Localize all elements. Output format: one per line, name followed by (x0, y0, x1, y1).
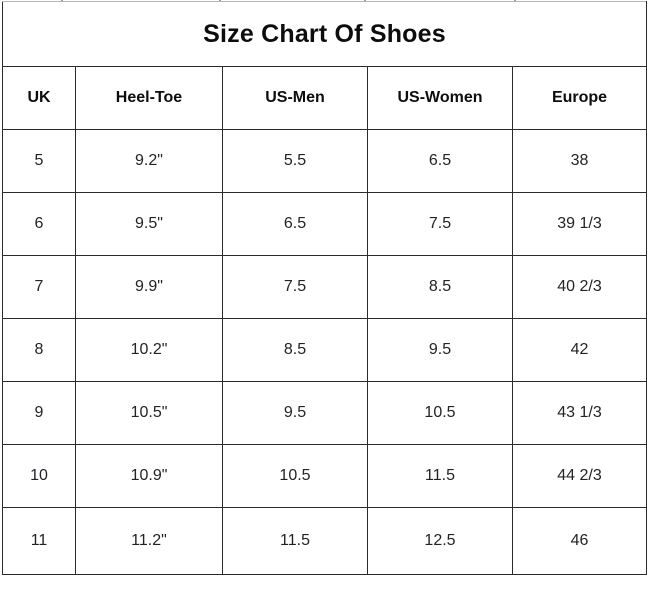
column-header-us-women: US-Women (367, 66, 513, 130)
cell-heel-toe: 10.2" (75, 318, 223, 382)
cell-heel-toe: 11.2" (75, 507, 223, 575)
cell-us-men: 5.5 (222, 129, 368, 193)
cell-uk: 5 (2, 129, 76, 193)
table-row: 8 10.2" 8.5 9.5 42 (2, 318, 647, 382)
cell-europe: 38 (512, 129, 647, 193)
cell-europe: 43 1/3 (512, 381, 647, 445)
cell-us-men: 10.5 (222, 444, 368, 508)
cell-europe: 42 (512, 318, 647, 382)
cell-us-men: 9.5 (222, 381, 368, 445)
column-header-us-men: US-Men (222, 66, 368, 130)
table-row: 6 9.5" 6.5 7.5 39 1/3 (2, 192, 647, 256)
cell-uk: 8 (2, 318, 76, 382)
cell-uk: 9 (2, 381, 76, 445)
cell-us-women: 11.5 (367, 444, 513, 508)
cell-us-men: 8.5 (222, 318, 368, 382)
table-row: 10 10.9" 10.5 11.5 44 2/3 (2, 444, 647, 508)
cell-heel-toe: 9.5" (75, 192, 223, 256)
cell-us-men: 6.5 (222, 192, 368, 256)
table-row: 5 9.2" 5.5 6.5 38 (2, 129, 647, 193)
cell-europe: 40 2/3 (512, 255, 647, 319)
cell-europe: 44 2/3 (512, 444, 647, 508)
cell-heel-toe: 9.2" (75, 129, 223, 193)
header-row: UK Heel-Toe US-Men US-Women Europe (2, 66, 647, 130)
table-row: 9 10.5" 9.5 10.5 43 1/3 (2, 381, 647, 445)
cell-heel-toe: 10.9" (75, 444, 223, 508)
table-row: 7 9.9" 7.5 8.5 40 2/3 (2, 255, 647, 319)
cell-us-women: 9.5 (367, 318, 513, 382)
table-title: Size Chart Of Shoes (2, 1, 647, 67)
cell-heel-toe: 10.5" (75, 381, 223, 445)
table-row: 11 11.2" 11.5 12.5 46 (2, 507, 647, 575)
column-header-heel-toe: Heel-Toe (75, 66, 223, 130)
cell-us-women: 12.5 (367, 507, 513, 575)
cell-us-men: 7.5 (222, 255, 368, 319)
cell-uk: 10 (2, 444, 76, 508)
cell-europe: 46 (512, 507, 647, 575)
cell-us-women: 7.5 (367, 192, 513, 256)
size-chart-table: Size Chart Of Shoes UK Heel-Toe US-Men US-W… (2, 1, 647, 575)
cell-uk: 11 (2, 507, 76, 575)
column-header-uk: UK (2, 66, 76, 130)
cell-uk: 7 (2, 255, 76, 319)
cell-us-women: 6.5 (367, 129, 513, 193)
cell-heel-toe: 9.9" (75, 255, 223, 319)
cell-us-women: 10.5 (367, 381, 513, 445)
column-header-europe: Europe (512, 66, 647, 130)
cell-uk: 6 (2, 192, 76, 256)
cell-us-men: 11.5 (222, 507, 368, 575)
title-row: Size Chart Of Shoes (2, 1, 647, 67)
cell-europe: 39 1/3 (512, 192, 647, 256)
cell-us-women: 8.5 (367, 255, 513, 319)
